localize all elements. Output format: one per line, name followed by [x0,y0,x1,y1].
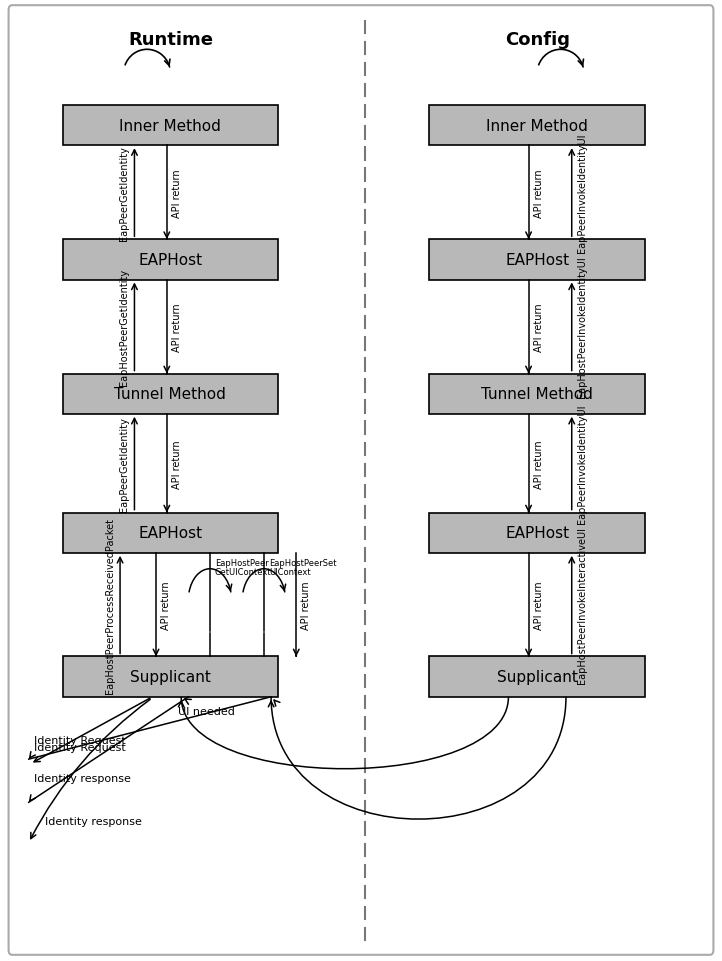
FancyBboxPatch shape [63,513,278,554]
Text: Config: Config [505,31,570,49]
FancyBboxPatch shape [63,656,278,697]
Text: API return: API return [172,169,182,217]
Text: Inner Method: Inner Method [119,118,222,134]
Text: EapHostPeerGetIdentity: EapHostPeerGetIdentity [119,269,129,385]
FancyBboxPatch shape [63,240,278,281]
Text: EapHostPeer
GetUIContext: EapHostPeer GetUIContext [215,558,271,577]
Text: EAPHost: EAPHost [505,253,569,267]
Text: EapHostPeerProcessReceivedPacket: EapHostPeerProcessReceivedPacket [105,517,115,693]
Text: Identity response: Identity response [34,774,131,783]
FancyBboxPatch shape [430,656,645,697]
Text: API return: API return [534,439,544,488]
FancyBboxPatch shape [430,106,645,146]
FancyBboxPatch shape [63,106,278,146]
Text: Identity Request: Identity Request [34,735,126,745]
FancyBboxPatch shape [430,513,645,554]
Text: EapPeerGetIdentity: EapPeerGetIdentity [119,146,129,240]
Text: EAPHost: EAPHost [139,526,202,541]
Text: API return: API return [172,303,182,352]
FancyBboxPatch shape [430,374,645,414]
Text: API return: API return [161,580,171,629]
FancyBboxPatch shape [9,6,713,955]
FancyBboxPatch shape [430,240,645,281]
Text: Runtime: Runtime [128,31,213,49]
Text: EapHostPeerInvokeInteractiveUI: EapHostPeerInvokeInteractiveUI [577,527,587,683]
Text: EAPHost: EAPHost [505,526,569,541]
Text: Supplicant: Supplicant [497,670,578,684]
Text: Tunnel Method: Tunnel Method [482,386,593,402]
Text: API return: API return [534,303,544,352]
FancyBboxPatch shape [63,374,278,414]
Text: API return: API return [534,580,544,629]
Text: UI needed: UI needed [178,706,235,717]
Text: Tunnel Method: Tunnel Method [115,386,226,402]
Text: EapPeerInvokeIdentityUI: EapPeerInvokeIdentityUI [577,404,587,524]
Text: Inner Method: Inner Method [487,118,588,134]
Text: EapPeerInvokeIdentityUI: EapPeerInvokeIdentityUI [577,134,587,253]
Text: EapHostPeerSet
UIContext: EapHostPeerSet UIContext [269,558,336,577]
Text: API return: API return [172,439,182,488]
Text: API return: API return [301,580,311,629]
Text: Identity Request: Identity Request [34,742,126,752]
Text: Identity response: Identity response [45,817,142,826]
Text: EapPeerGetIdentity: EapPeerGetIdentity [119,416,129,511]
Text: Supplicant: Supplicant [130,670,211,684]
Text: API return: API return [534,169,544,217]
Text: EAPHost: EAPHost [139,253,202,267]
Text: EapHostPeerInvokeIdentityUI: EapHostPeerInvokeIdentityUI [577,257,587,398]
